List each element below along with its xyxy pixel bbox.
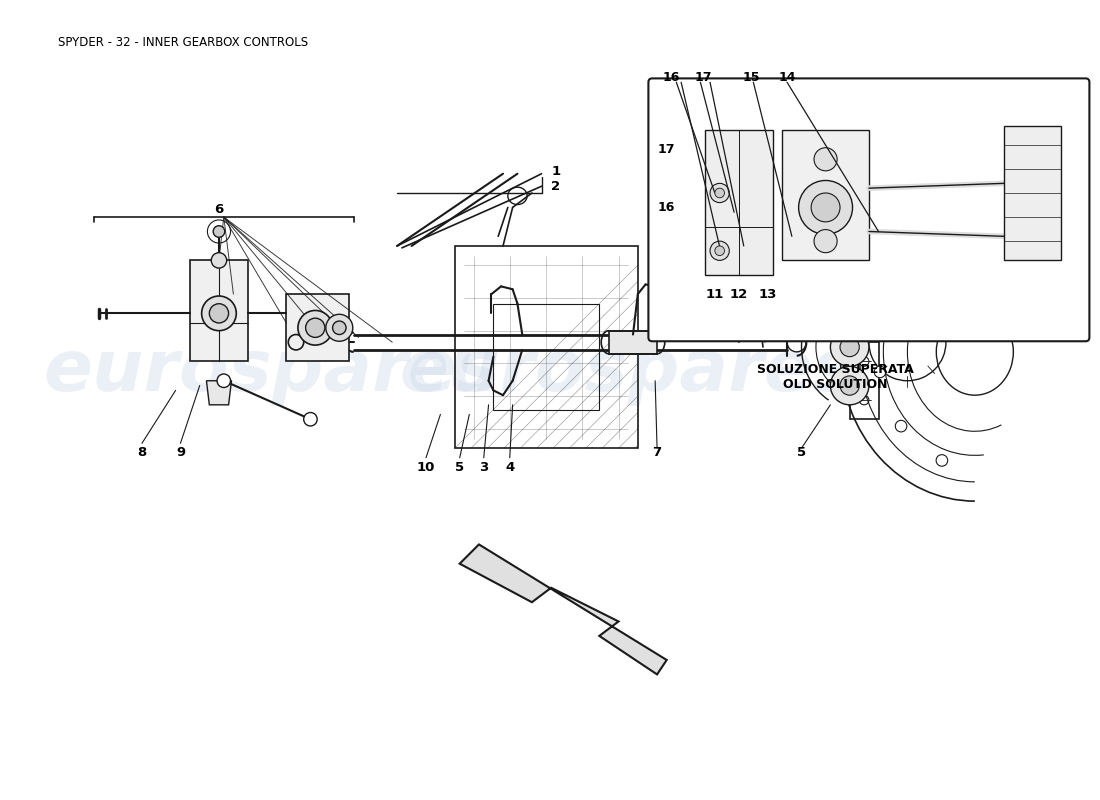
- Polygon shape: [730, 304, 744, 314]
- Circle shape: [298, 310, 332, 345]
- Circle shape: [840, 338, 859, 357]
- Circle shape: [814, 148, 837, 171]
- Polygon shape: [1003, 126, 1062, 260]
- Text: SOLUZIONE SUPERATA
OLD SOLUTION: SOLUZIONE SUPERATA OLD SOLUTION: [757, 363, 914, 391]
- Circle shape: [201, 296, 236, 330]
- Text: 17: 17: [657, 143, 674, 156]
- Text: 5: 5: [796, 446, 806, 459]
- Text: 2: 2: [551, 180, 561, 193]
- Text: 13: 13: [759, 287, 777, 301]
- Text: 15: 15: [742, 71, 760, 84]
- Text: 14: 14: [779, 71, 795, 84]
- Polygon shape: [705, 130, 772, 275]
- Text: 3: 3: [480, 461, 488, 474]
- Circle shape: [332, 321, 346, 334]
- Circle shape: [953, 232, 964, 244]
- Circle shape: [874, 366, 886, 378]
- Circle shape: [840, 299, 859, 318]
- Circle shape: [715, 188, 725, 198]
- Circle shape: [306, 318, 324, 338]
- FancyBboxPatch shape: [648, 78, 1089, 342]
- Circle shape: [799, 181, 853, 234]
- Circle shape: [879, 306, 890, 318]
- Circle shape: [811, 193, 840, 222]
- Text: 5: 5: [455, 461, 464, 474]
- Text: 4: 4: [505, 461, 515, 474]
- Polygon shape: [609, 330, 657, 354]
- Circle shape: [304, 413, 317, 426]
- Polygon shape: [190, 260, 248, 362]
- Text: 12: 12: [729, 287, 748, 301]
- Circle shape: [715, 246, 725, 255]
- Text: 17: 17: [694, 71, 712, 84]
- Circle shape: [213, 226, 224, 238]
- Circle shape: [209, 304, 229, 323]
- Text: 9: 9: [176, 446, 185, 459]
- Circle shape: [326, 314, 353, 342]
- Circle shape: [710, 183, 729, 202]
- Text: 6: 6: [214, 203, 223, 216]
- Polygon shape: [782, 130, 869, 260]
- Text: eurospares: eurospares: [399, 337, 857, 406]
- Polygon shape: [207, 381, 231, 405]
- Text: 8: 8: [138, 446, 146, 459]
- Polygon shape: [460, 545, 667, 674]
- Text: 1: 1: [551, 166, 561, 178]
- Text: SPYDER - 32 - INNER GEARBOX CONTROLS: SPYDER - 32 - INNER GEARBOX CONTROLS: [58, 36, 308, 49]
- Text: 7: 7: [652, 446, 661, 459]
- Circle shape: [830, 366, 869, 405]
- Circle shape: [908, 258, 918, 269]
- Circle shape: [895, 420, 906, 432]
- Circle shape: [830, 290, 869, 328]
- Circle shape: [710, 241, 729, 260]
- Polygon shape: [286, 294, 349, 362]
- Circle shape: [211, 253, 227, 268]
- Circle shape: [840, 376, 859, 395]
- Text: 10: 10: [417, 461, 436, 474]
- Text: 16: 16: [657, 201, 674, 214]
- Text: 16: 16: [663, 71, 680, 84]
- Text: eurospares: eurospares: [44, 337, 501, 406]
- Circle shape: [217, 374, 231, 387]
- Circle shape: [814, 230, 837, 253]
- Circle shape: [936, 454, 948, 466]
- Circle shape: [830, 328, 869, 366]
- Text: 11: 11: [706, 287, 724, 301]
